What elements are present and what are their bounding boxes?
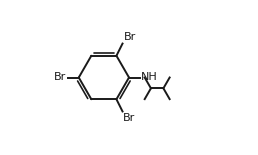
Text: Br: Br	[124, 32, 136, 42]
Text: Br: Br	[54, 73, 67, 82]
Text: Br: Br	[123, 113, 135, 123]
Text: NH: NH	[140, 73, 157, 82]
